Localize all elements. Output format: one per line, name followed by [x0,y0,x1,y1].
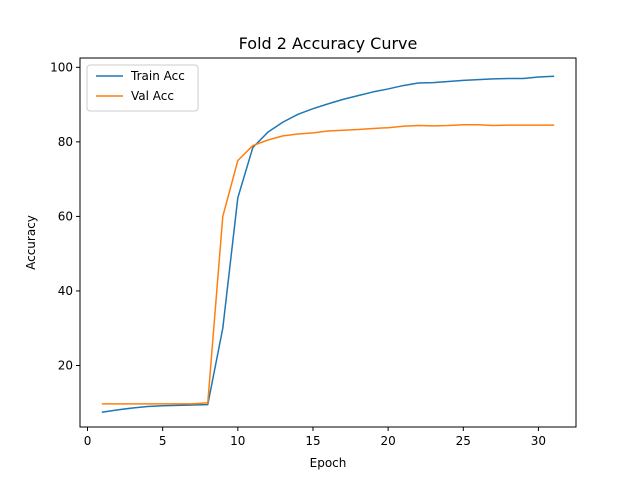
x-axis-label: Epoch [310,456,347,470]
x-tick-label: 0 [84,434,92,448]
chart-title: Fold 2 Accuracy Curve [239,34,418,53]
y-tick-label: 60 [58,209,73,223]
axes-frame [79,57,577,428]
legend: Train Acc Val Acc [86,64,199,112]
y-tick-label: 100 [50,60,73,74]
x-tick-label: 25 [456,434,471,448]
y-axis-ticks: 20 40 60 80 100 [50,60,80,373]
series-line-1 [101,123,555,405]
x-tick-label: 30 [531,434,546,448]
legend-label-0: Train Acc [130,69,185,83]
series-layer [101,75,555,413]
x-tick-label: 15 [305,434,320,448]
y-axis-label: Accuracy [24,215,38,270]
x-tick-label: 10 [230,434,245,448]
x-tick-label: 20 [380,434,395,448]
x-tick-label: 5 [159,434,167,448]
legend-label-1: Val Acc [131,89,174,103]
series-line-0 [101,75,555,413]
plot-area [79,57,577,428]
y-tick-label: 40 [58,284,73,298]
x-axis-ticks: 0 5 10 15 20 25 30 [84,427,546,448]
y-tick-label: 20 [58,359,73,373]
y-tick-label: 80 [58,135,73,149]
